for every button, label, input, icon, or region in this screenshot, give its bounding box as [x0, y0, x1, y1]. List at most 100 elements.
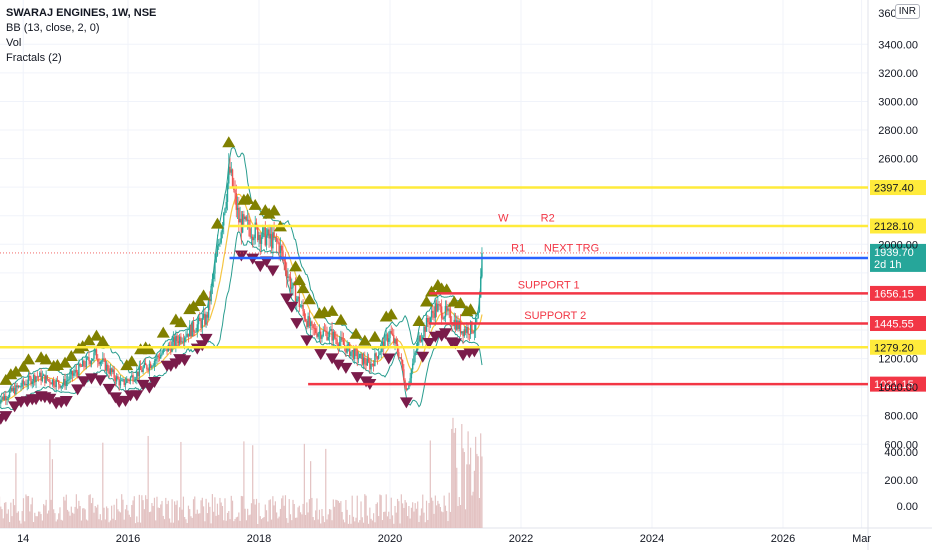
volume-bar [312, 516, 314, 528]
fractal-down-marker [382, 353, 396, 365]
candle-body [332, 331, 335, 341]
volume-bar [98, 519, 100, 528]
candle-body [244, 216, 246, 220]
candle-body [20, 386, 22, 388]
chart-annotation-text[interactable]: NEXT TRG [544, 243, 599, 255]
candle-body [118, 379, 120, 386]
candle-body [325, 330, 327, 332]
candle-body [345, 346, 347, 353]
volume-bar [145, 495, 147, 528]
candle-body [437, 304, 439, 312]
candle-body [158, 356, 161, 359]
volume-bar [359, 520, 361, 528]
chart-annotation-text[interactable]: SUPPORT 2 [524, 310, 586, 322]
volume-bar [80, 520, 82, 528]
candle-body [346, 344, 348, 353]
volume-bar [242, 496, 244, 528]
candle-body [322, 330, 324, 336]
volume-bar [400, 494, 402, 528]
candle-body [435, 303, 438, 312]
bollinger-upper-band [0, 147, 483, 399]
candle-body [113, 369, 115, 378]
candle-body [462, 331, 464, 337]
volume-bar [129, 517, 132, 528]
candle-body [166, 346, 168, 352]
volume-bar [282, 495, 284, 528]
candle-body [405, 388, 408, 390]
volume-bar [401, 503, 404, 528]
volume-bar [199, 513, 201, 528]
volume-bar [35, 516, 37, 528]
volume-bar [405, 502, 407, 528]
volume-bar [407, 516, 409, 528]
volume-bar [288, 499, 290, 528]
volume-bar [370, 518, 372, 528]
volume-bar [22, 498, 25, 528]
volume-bar [17, 511, 20, 528]
volume-bar [108, 522, 110, 528]
candle-body [249, 228, 251, 237]
volume-bar [238, 512, 240, 528]
candle-body [262, 227, 264, 238]
legend-indicator-bb: BB (13, close, 2, 0) [6, 22, 100, 34]
volume-bar [317, 519, 319, 528]
candle-body [180, 336, 182, 343]
volume-bar [79, 506, 81, 528]
candle-body [430, 310, 433, 318]
volume-bar [118, 511, 120, 528]
candle-body [303, 311, 306, 319]
candle-body [45, 375, 47, 383]
candle-body [217, 244, 220, 246]
volume-bar [467, 431, 469, 528]
candle-body [260, 237, 263, 244]
candle-body [330, 329, 332, 331]
volume-bar [20, 523, 22, 528]
candle-body [92, 358, 94, 361]
candle-body [410, 369, 413, 379]
candle-body [306, 320, 308, 328]
candle-body [109, 368, 112, 374]
fractal-down-marker [314, 349, 328, 361]
volume-bar [452, 417, 454, 528]
volume-bar [341, 511, 343, 528]
volume-bar [301, 514, 303, 528]
volume-bar [65, 494, 67, 528]
volume-bar [163, 519, 166, 528]
candle-body [17, 385, 20, 388]
volume-bar [299, 512, 302, 528]
chart-annotation-text[interactable]: W [498, 212, 509, 224]
volume-bar [160, 504, 162, 528]
volume-bar [430, 497, 433, 528]
candle-body [8, 391, 11, 397]
candle-body [364, 357, 366, 364]
candle-body [220, 232, 222, 243]
candle-body [234, 189, 236, 194]
volume-bar [205, 498, 207, 528]
currency-badge[interactable]: INR [894, 4, 920, 19]
chart-annotation-text[interactable]: R2 [541, 212, 555, 224]
candle-body [0, 399, 2, 404]
chart-annotation-text[interactable]: SUPPORT 1 [518, 280, 580, 292]
chart-annotation-text[interactable]: R1 [511, 243, 525, 255]
fractal-up-marker [464, 303, 478, 315]
candle-body [380, 345, 382, 353]
legend-indicator-vol: Vol [6, 37, 22, 49]
candle-body [10, 387, 12, 392]
price-level-tag [870, 218, 926, 234]
volume-bar [39, 511, 41, 528]
candle-body [144, 362, 147, 366]
volume-bar [148, 512, 151, 528]
candle-body [163, 348, 166, 349]
candle-body [277, 241, 279, 243]
volume-bar [117, 509, 119, 528]
candle-body [134, 378, 137, 381]
volume-bar [298, 505, 300, 528]
candle-body [376, 356, 379, 359]
candle-body [342, 339, 345, 345]
volume-bar [321, 509, 323, 528]
volume-bar [360, 501, 362, 528]
volume-bar [272, 496, 274, 528]
candle-body [49, 379, 51, 384]
